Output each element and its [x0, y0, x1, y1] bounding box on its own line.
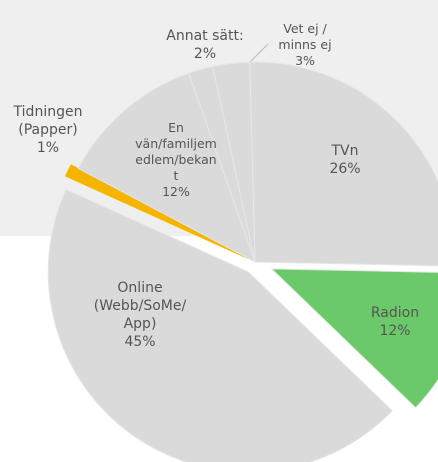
value-label: 12%: [379, 323, 411, 339]
category-label: Tidningen (Papper): [13, 104, 83, 138]
pie-slice: [212, 61, 256, 263]
value-label: 12%: [162, 184, 190, 199]
value-label: 3%: [295, 53, 315, 68]
slice-label: TVn 26%: [300, 142, 390, 178]
category-label: Radion: [370, 305, 420, 321]
category-label: Vet ej / minns ej: [278, 21, 332, 52]
category-label: Online (Webb/SoMe/App): [93, 280, 187, 332]
pie-slice: [47, 188, 393, 462]
pie-slice: [270, 268, 438, 409]
pie-slice: [77, 72, 256, 264]
slice-label: Vet ej / minns ej 3%: [269, 21, 341, 69]
slice-label: Online (Webb/SoMe/App) 45%: [93, 279, 188, 351]
slice-label: En vän/familjemedlem/bekant 12%: [135, 120, 217, 200]
slice-label: Annat sätt: 2%: [155, 27, 255, 63]
value-label: 26%: [329, 161, 361, 177]
value-label: 45%: [124, 334, 156, 350]
pie-slice: [249, 61, 438, 267]
category-label: TVn: [331, 143, 359, 159]
slice-label: Tidningen (Papper) 1%: [0, 103, 98, 157]
category-label: En vän/familjemedlem/bekant: [135, 120, 217, 183]
pie-slice: [64, 164, 249, 259]
category-label: Annat sätt:: [166, 28, 244, 44]
value-label: 2%: [193, 46, 217, 62]
value-label: 1%: [36, 140, 60, 156]
slice-label: Radion 12%: [355, 304, 435, 340]
